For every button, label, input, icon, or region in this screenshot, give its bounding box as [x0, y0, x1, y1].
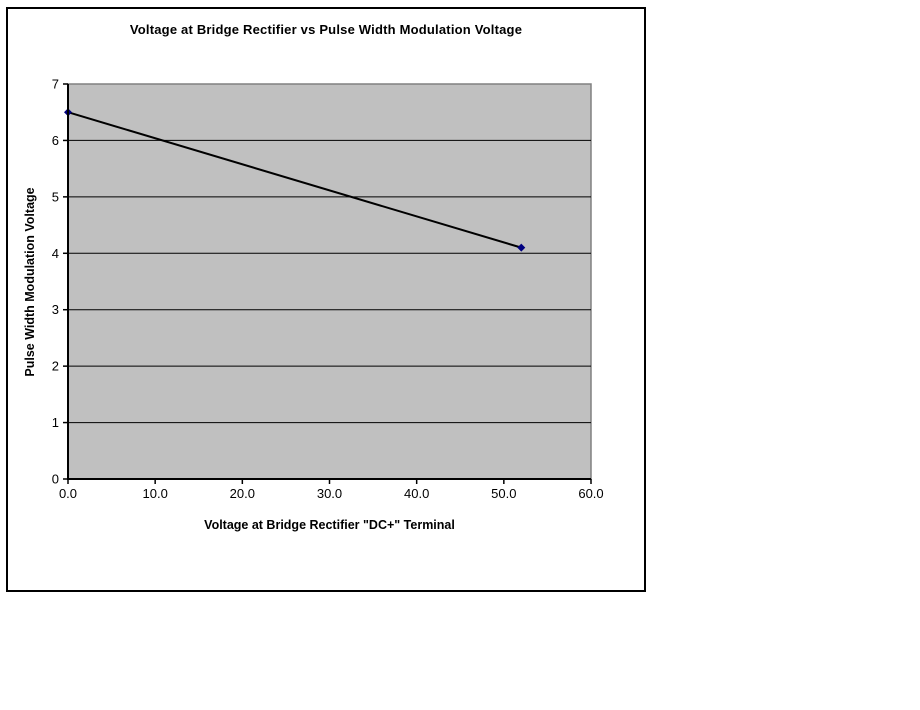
x-axis-title: Voltage at Bridge Rectifier "DC+" Termin… — [204, 518, 455, 532]
plot-area[interactable] — [67, 83, 592, 480]
y-tick-label-1: 1 — [52, 415, 59, 430]
chart-object[interactable]: Voltage at Bridge Rectifier vs Pulse Wid… — [6, 7, 646, 592]
x-tick-label-40.0: 40.0 — [404, 486, 429, 501]
data-point-marker-1[interactable] — [517, 243, 526, 252]
y-tick-label-6: 6 — [52, 133, 59, 148]
x-tick-label-30.0: 30.0 — [317, 486, 342, 501]
x-tick-label-0.0: 0.0 — [59, 486, 77, 501]
y-tick-label-3: 3 — [52, 302, 59, 317]
x-tick-label-50.0: 50.0 — [491, 486, 516, 501]
x-tick-label-20.0: 20.0 — [230, 486, 255, 501]
y-tick-label-5: 5 — [52, 189, 59, 204]
y-tick-label-2: 2 — [52, 359, 59, 374]
y-axis-title: Pulse Width Modulation Voltage — [23, 187, 37, 377]
y-tick-label-7: 7 — [52, 77, 59, 92]
x-tick-label-60.0: 60.0 — [578, 486, 603, 501]
series-line[interactable] — [67, 111, 522, 249]
x-tick-label-10.0: 10.0 — [143, 486, 168, 501]
chart-title: Voltage at Bridge Rectifier vs Pulse Wid… — [129, 22, 523, 37]
y-tick-label-0: 0 — [52, 472, 59, 487]
plot-svg: 0 1 2 3 4 5 6 7 0.0 10.0 20.0 30.0 40.0 50.0 60.0 — [52, 77, 604, 502]
y-tick-label-4: 4 — [52, 246, 59, 261]
